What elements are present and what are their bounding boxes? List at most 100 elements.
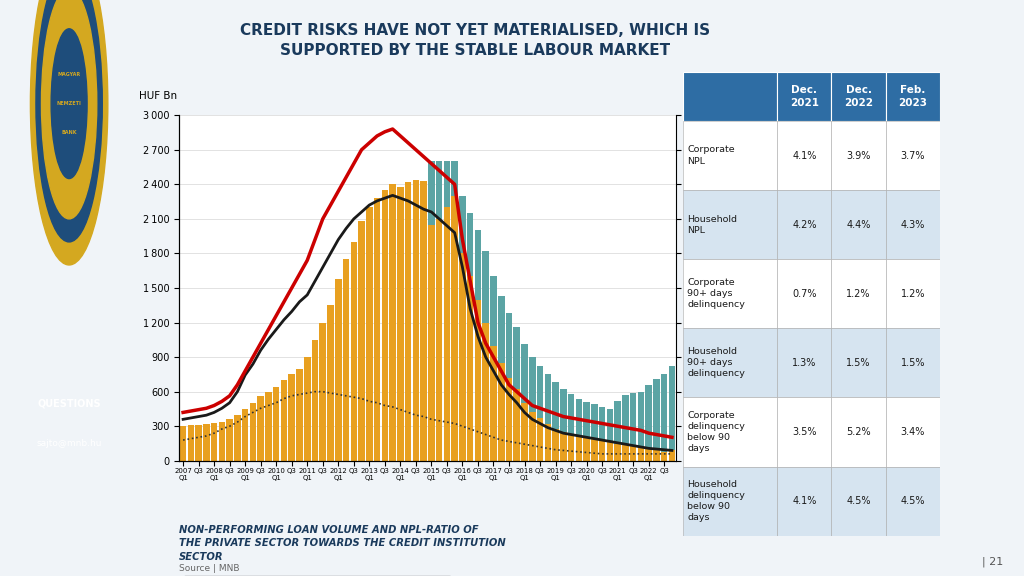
Bar	[273, 387, 280, 461]
Bar	[614, 444, 621, 461]
Text: 3.5%: 3.5%	[793, 427, 816, 437]
Bar	[459, 253, 466, 461]
Bar	[328, 305, 334, 461]
Text: 0.7%: 0.7%	[793, 289, 816, 299]
Bar	[606, 409, 613, 441]
Text: 4.1%: 4.1%	[793, 496, 816, 506]
Bar	[645, 449, 652, 461]
Bar	[606, 441, 613, 461]
Bar	[831, 190, 886, 259]
Text: Dec.
2022: Dec. 2022	[844, 85, 873, 108]
Bar	[886, 259, 940, 328]
Bar	[660, 452, 668, 461]
Bar	[653, 450, 659, 461]
Bar	[242, 409, 249, 461]
Bar	[187, 425, 195, 461]
Text: NEMZETI: NEMZETI	[56, 101, 82, 106]
Bar	[443, 161, 451, 207]
Text: Household
delinquency
below 90
days: Household delinquency below 90 days	[687, 480, 745, 522]
Bar	[660, 374, 668, 452]
Bar	[203, 424, 210, 461]
Bar	[404, 182, 412, 461]
Bar	[498, 296, 505, 363]
Text: 3.7%: 3.7%	[901, 150, 925, 161]
Bar	[180, 426, 186, 461]
Bar	[560, 432, 566, 461]
Text: sajto@mnb.hu: sajto@mnb.hu	[37, 439, 101, 448]
Bar	[250, 403, 256, 461]
Bar	[413, 180, 419, 461]
Bar	[599, 407, 605, 440]
Bar	[591, 439, 598, 461]
Bar	[886, 328, 940, 397]
Bar	[490, 276, 497, 346]
Text: Corporate
delinquency
below 90
days: Corporate delinquency below 90 days	[687, 411, 745, 453]
Bar	[683, 259, 777, 328]
Text: Household
90+ days
delinquency: Household 90+ days delinquency	[687, 347, 745, 378]
Bar	[374, 198, 380, 461]
Bar	[777, 121, 831, 190]
Bar	[575, 399, 582, 437]
Bar	[265, 392, 271, 461]
Bar	[366, 207, 373, 461]
Bar	[886, 121, 940, 190]
Text: 4.3%: 4.3%	[901, 219, 925, 230]
Bar	[443, 207, 451, 461]
Text: 5.2%: 5.2%	[846, 427, 871, 437]
Text: NON-PERFORMING LOAN VOLUME AND NPL-RATIO OF
THE PRIVATE SECTOR TOWARDS THE CREDI: NON-PERFORMING LOAN VOLUME AND NPL-RATIO…	[179, 525, 506, 562]
Bar	[513, 389, 520, 461]
Bar	[599, 440, 605, 461]
Bar	[777, 190, 831, 259]
Bar	[452, 196, 458, 461]
Bar	[831, 328, 886, 397]
Bar	[560, 389, 566, 432]
Bar	[669, 450, 675, 461]
Text: 3.9%: 3.9%	[847, 150, 870, 161]
Bar	[475, 230, 481, 300]
Bar	[584, 438, 590, 461]
Bar	[513, 327, 520, 389]
Bar	[545, 424, 551, 461]
Bar	[529, 412, 536, 461]
Bar	[552, 429, 559, 461]
Bar	[591, 404, 598, 439]
Bar	[630, 446, 637, 461]
Bar	[683, 190, 777, 259]
Bar	[196, 425, 202, 461]
Bar	[777, 259, 831, 328]
Text: 1.2%: 1.2%	[901, 289, 925, 299]
Bar	[482, 323, 489, 461]
Bar	[683, 397, 777, 467]
Bar	[623, 445, 629, 461]
Circle shape	[51, 29, 87, 179]
Bar	[683, 72, 777, 121]
Bar	[498, 363, 505, 461]
Bar	[428, 161, 435, 225]
Bar	[234, 415, 241, 461]
Bar	[777, 328, 831, 397]
Circle shape	[36, 0, 102, 242]
Text: 1.5%: 1.5%	[901, 358, 925, 368]
Bar	[638, 447, 644, 461]
Text: MAGYAR: MAGYAR	[57, 73, 81, 77]
Bar	[257, 396, 264, 461]
Bar	[389, 184, 396, 461]
Bar	[831, 467, 886, 536]
Bar	[319, 323, 326, 461]
Bar	[452, 161, 458, 196]
Bar	[490, 346, 497, 461]
Bar	[669, 366, 675, 450]
Bar	[614, 401, 621, 444]
Text: 1.5%: 1.5%	[847, 358, 870, 368]
Bar	[683, 467, 777, 536]
Bar	[482, 251, 489, 323]
Text: 3.4%: 3.4%	[901, 427, 925, 437]
Bar	[777, 467, 831, 536]
Bar	[420, 181, 427, 461]
Text: Corporate
90+ days
delinquency: Corporate 90+ days delinquency	[687, 278, 745, 309]
Bar	[567, 434, 574, 461]
Bar	[545, 374, 551, 424]
Text: Household
NPL: Household NPL	[687, 215, 737, 234]
Bar	[683, 121, 777, 190]
Text: QUESTIONS: QUESTIONS	[37, 398, 101, 408]
